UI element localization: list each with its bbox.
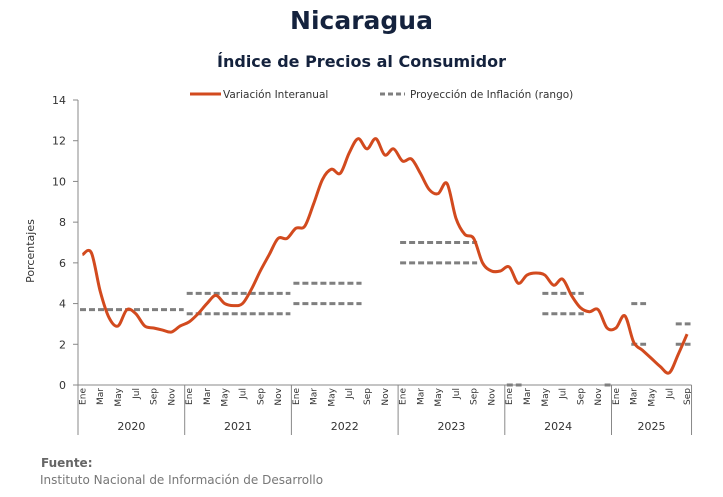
year-label: 2024 [544,420,572,433]
year-label: 2022 [331,420,359,433]
year-label: 2025 [638,420,666,433]
y-tick-label: 14 [52,94,66,107]
month-tick-label: Sep [683,388,693,405]
month-tick-label: Jul [132,388,142,400]
month-tick-label: Mar [630,388,640,405]
y-tick-label: 12 [52,135,66,148]
month-tick-label: May [221,387,231,406]
month-tick-label: Ene [612,388,622,405]
legend-label-proyeccion: Proyección de Inflación (rango) [410,89,573,101]
variacion-series [81,137,689,375]
month-tick-label: Sep [576,388,586,405]
year-label: 2023 [437,420,465,433]
month-tick-label: Mar [523,388,533,405]
variacion-line [81,137,689,375]
month-tick-label: Ene [399,388,409,405]
y-axis: 0 2 4 6 8 10 12 14 [52,94,79,392]
month-tick-label: Sep [363,388,373,405]
month-tick-label: Ene [505,388,515,405]
month-tick-label: Nov [594,387,604,405]
month-tick-label: May [114,387,124,406]
y-tick-label: 4 [59,298,66,311]
month-tick-label: Sep [150,388,160,405]
legend-label-variacion: Variación Interanual [223,89,328,101]
year-label: 2021 [224,420,252,433]
month-tick-label: Jul [238,388,248,400]
month-tick-label: Nov [487,387,497,405]
month-tick-label: Nov [167,387,177,405]
month-tick-label: May [434,387,444,406]
y-tick-label: 8 [59,216,66,229]
legend: Variación Interanual Proyección de Infla… [190,89,573,101]
y-tick-label: 2 [59,338,66,351]
month-tick-label: Mar [310,388,320,405]
month-tick-label: Jul [345,388,355,400]
month-tick-label: Nov [274,387,284,405]
projection-series [80,241,691,387]
chart-title: Nicaragua [290,6,433,35]
month-tick-label: May [327,387,337,406]
month-tick-label: Jul [665,388,675,400]
chart-subtitle: Índice de Precios al Consumidor [217,52,506,71]
month-tick-label: Ene [185,388,195,405]
source-text: Instituto Nacional de Información de Des… [40,473,324,487]
month-tick-label: Mar [203,388,213,405]
month-tick-label: May [541,387,551,406]
month-tick-label: May [648,387,658,406]
month-tick-label: Jul [559,388,569,400]
month-tick-label: Sep [256,388,266,405]
month-tick-label: Ene [78,388,88,405]
month-tick-label: Mar [96,388,106,405]
month-tick-label: Nov [381,387,391,405]
y-axis-label: Porcentajes [24,219,37,283]
month-tick-label: Ene [292,388,302,405]
y-tick-label: 0 [59,379,66,392]
month-tick-label: Sep [470,388,480,405]
y-tick-label: 6 [59,257,66,270]
month-tick-label: Jul [452,388,462,400]
x-axis: Ene Mar May Jul Sep Nov 2020 Ene Mar May Jul Sep Nov… [77,384,693,435]
y-tick-label: 10 [52,175,66,188]
month-tick-label: Mar [416,388,426,405]
year-label: 2020 [117,420,145,433]
source-heading: Fuente: [41,456,93,470]
